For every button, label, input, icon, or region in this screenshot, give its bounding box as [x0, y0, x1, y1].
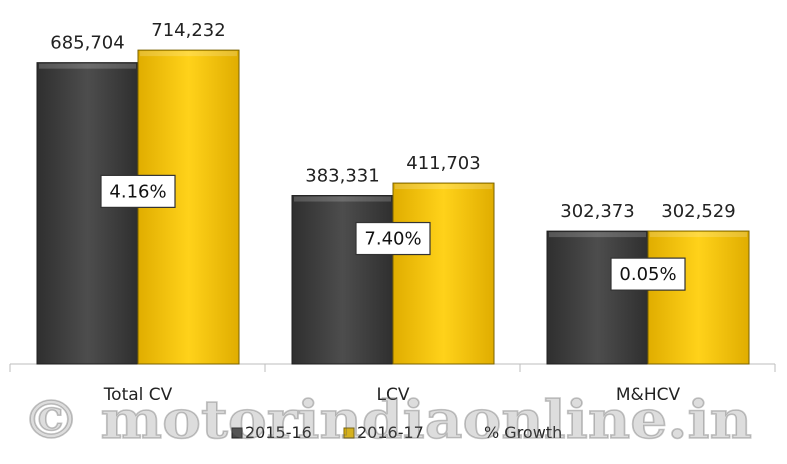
value-label: 411,703	[406, 153, 480, 174]
legend-label: 2016-17	[357, 423, 424, 442]
bar	[291, 195, 394, 365]
bar-highlight	[650, 232, 747, 238]
value-label: 685,704	[50, 33, 124, 54]
growth-label: 7.40%	[364, 229, 421, 250]
value-label: 302,529	[661, 201, 735, 222]
category-label: Total CV	[103, 385, 173, 405]
bar	[647, 230, 750, 365]
bar	[36, 62, 139, 365]
bar-highlight	[294, 196, 391, 202]
growth-box	[100, 174, 176, 208]
bar-highlight	[549, 232, 646, 238]
growth-box	[355, 221, 431, 256]
growth-box	[610, 257, 686, 291]
bar-highlight	[140, 51, 237, 57]
category-label: M&HCV	[616, 385, 681, 405]
bar-highlight	[395, 184, 492, 190]
axis	[9, 363, 776, 372]
watermark-text: © motorindiaonline.in	[22, 390, 752, 451]
legend-swatch	[231, 427, 243, 439]
growth-label: 4.16%	[109, 181, 166, 202]
category-labels: Total CV LCV M&HCV	[103, 385, 681, 405]
bar	[392, 182, 495, 365]
watermark: © motorindiaonline.in	[21, 389, 753, 452]
value-label: 714,232	[151, 20, 225, 41]
growth-label: 0.05%	[619, 264, 676, 285]
bar-highlight	[39, 63, 136, 69]
bar	[546, 230, 649, 365]
value-label: 302,373	[560, 201, 634, 222]
category-label: LCV	[377, 385, 410, 405]
legend-label: % Growth	[484, 423, 562, 442]
value-label: 383,331	[305, 166, 379, 187]
legend-swatch	[343, 427, 355, 439]
growth-labels: 4.16% 7.40% 0.05%	[100, 174, 686, 291]
legend-label: 2015-16	[245, 423, 312, 442]
value-labels: 685,704 714,232 383,331 411,703 302,373 302,5…	[50, 20, 735, 222]
legend: 2015-16 2016-17 % Growth	[231, 423, 562, 442]
